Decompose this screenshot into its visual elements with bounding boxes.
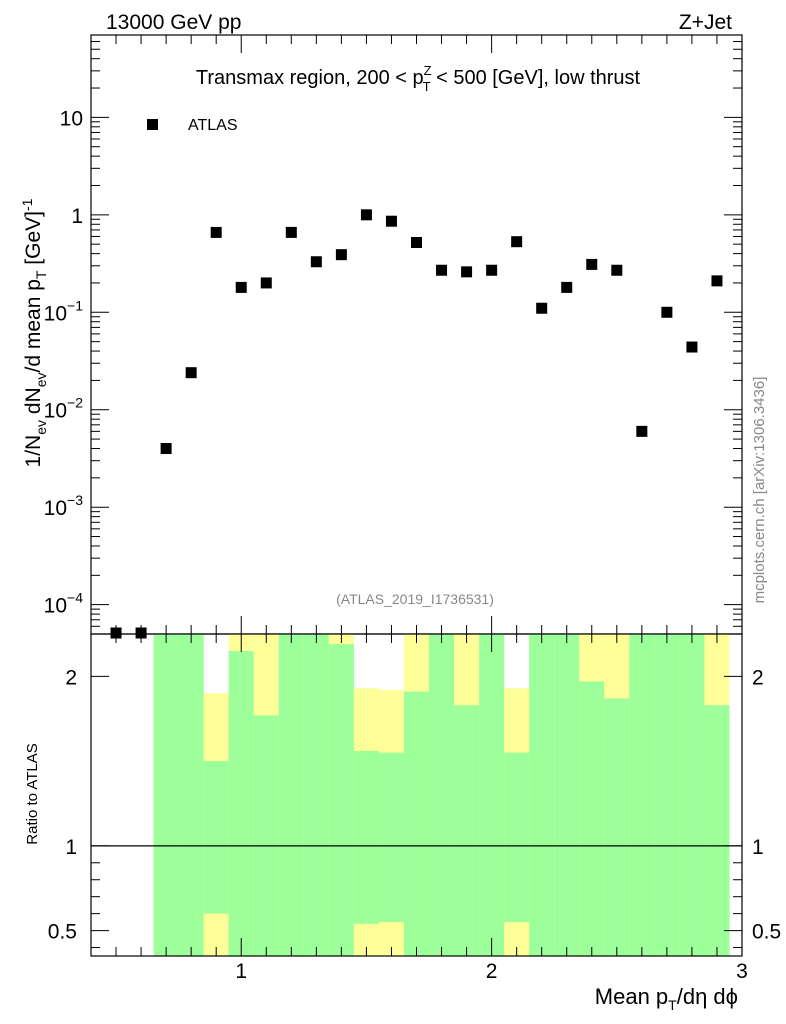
data-point: [661, 306, 673, 318]
ratio-y-axis: 0.5 0.5 1 1 2 2: [48, 666, 781, 949]
legend-marker: [147, 119, 158, 130]
main-x-axis: [115, 35, 743, 634]
data-point: [411, 237, 422, 249]
green-band: [429, 634, 455, 956]
energy-label: 13000 GeV pp: [106, 11, 241, 34]
green-band: [704, 705, 730, 956]
main-y-tick-label: 10: [60, 107, 83, 130]
main-y-axis-label: 1/Nev dNev/d mean pT [GeV]-1: [19, 198, 49, 467]
ratio-y-tick-label-left: 1: [65, 836, 77, 859]
data-point: [636, 425, 648, 437]
process-label: Z+Jet: [679, 11, 732, 34]
green-band: [679, 634, 705, 956]
data-point: [360, 209, 372, 221]
data-point: [310, 256, 322, 268]
data-point: [586, 258, 598, 270]
green-band: [504, 752, 530, 923]
main-y-tick-label: 1: [71, 205, 83, 228]
panel-title: Transmax region, 200 < pZ T < 500 [GeV], …: [196, 63, 641, 94]
green-band: [228, 650, 254, 956]
green-band: [454, 705, 480, 956]
data-point: [711, 275, 723, 287]
green-band: [353, 750, 379, 924]
data-points: [110, 209, 723, 639]
data-point: [536, 302, 548, 314]
green-band: [253, 715, 279, 956]
x-tick-label: 3: [736, 960, 748, 983]
data-point: [110, 627, 122, 639]
green-band: [303, 634, 329, 956]
main-y-tick-label: 10−3: [44, 492, 84, 520]
green-band: [554, 634, 580, 956]
ratio-frame: [90, 633, 743, 957]
data-point: [260, 277, 272, 289]
legend-label: ATLAS: [188, 117, 238, 134]
ratio-x-axis: 1 2 3: [115, 634, 748, 983]
x-axis-label: Mean pT/dη dϕ: [595, 984, 738, 1013]
green-band: [654, 634, 680, 956]
green-band: [604, 698, 630, 956]
data-point: [385, 215, 397, 227]
green-band: [629, 634, 655, 956]
ratio-y-tick-label-right: 1: [752, 836, 764, 859]
x-tick-label: 2: [486, 960, 498, 983]
green-band: [203, 761, 229, 914]
data-point: [486, 264, 498, 276]
ratio-y-tick-label-right: 2: [752, 666, 764, 689]
data-point: [511, 236, 523, 248]
green-band: [529, 634, 555, 956]
analysis-tag: (ATLAS_2019_I1736531): [336, 591, 494, 607]
ratio-y-tick-label-right: 0.5: [752, 921, 781, 944]
data-point: [185, 367, 197, 379]
ratio-y-tick-label-left: 0.5: [48, 921, 77, 944]
green-band: [378, 752, 404, 923]
green-band: [328, 644, 354, 956]
data-point: [210, 226, 222, 238]
data-point: [611, 264, 623, 276]
green-band: [153, 634, 179, 956]
x-tick-label: 1: [235, 960, 247, 983]
ratio-y-axis-label: Ratio to ATLAS: [24, 743, 41, 844]
green-band: [403, 691, 430, 956]
data-point: [235, 281, 247, 293]
data-point: [135, 627, 147, 639]
green-band: [278, 634, 304, 956]
main-panel: Transmax region, 200 < pZ T < 500 [GeV], …: [19, 34, 743, 639]
green-band: [178, 634, 204, 956]
data-point: [561, 281, 573, 293]
main-y-tick-label: 10−4: [44, 590, 84, 618]
green-band: [579, 681, 605, 956]
data-point: [335, 249, 347, 261]
main-y-tick-label: 10−2: [44, 395, 84, 423]
green-band: [479, 634, 505, 956]
main-y-axis: 10 1 10−1 10−2 10−3 10−4: [44, 34, 742, 635]
main-y-tick-label: 10−1: [44, 297, 84, 325]
data-point: [436, 264, 448, 276]
side-watermark: mcplots.cern.ch [arXiv:1306.3436]: [751, 377, 768, 604]
ratio-bands: [153, 634, 730, 956]
data-point: [461, 266, 473, 278]
data-point: [285, 226, 297, 238]
data-point: [686, 341, 698, 353]
data-point: [160, 443, 172, 455]
ratio-y-tick-label-left: 2: [65, 666, 77, 689]
ratio-panel: 0.5 0.5 1 1 2 2 1 2 3 Ratio to ATLAS Mean pT/dη…: [24, 633, 781, 1013]
